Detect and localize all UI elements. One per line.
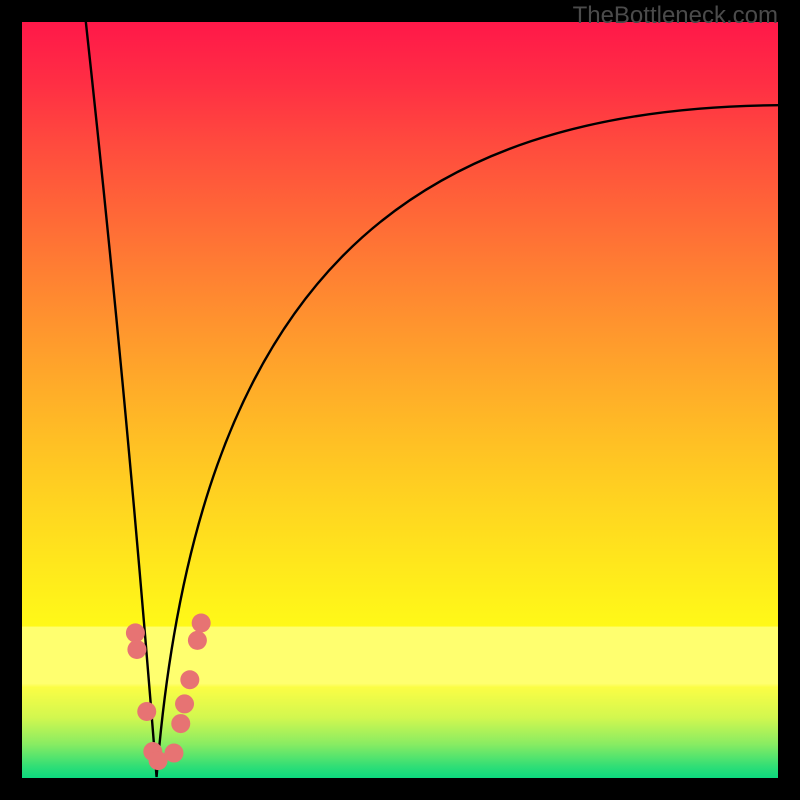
- marker-dot: [175, 694, 194, 713]
- marker-dot: [137, 702, 156, 721]
- marker-dot: [180, 670, 199, 689]
- watermark-text: TheBottleneck.com: [573, 2, 778, 30]
- marker-dot: [171, 714, 190, 733]
- marker-dot: [192, 614, 211, 633]
- chart-gradient-background: [22, 22, 778, 778]
- marker-dot: [164, 744, 183, 763]
- bottleneck-chart: [0, 0, 800, 800]
- marker-dot: [126, 623, 145, 642]
- marker-dot: [188, 631, 207, 650]
- marker-dot: [127, 640, 146, 659]
